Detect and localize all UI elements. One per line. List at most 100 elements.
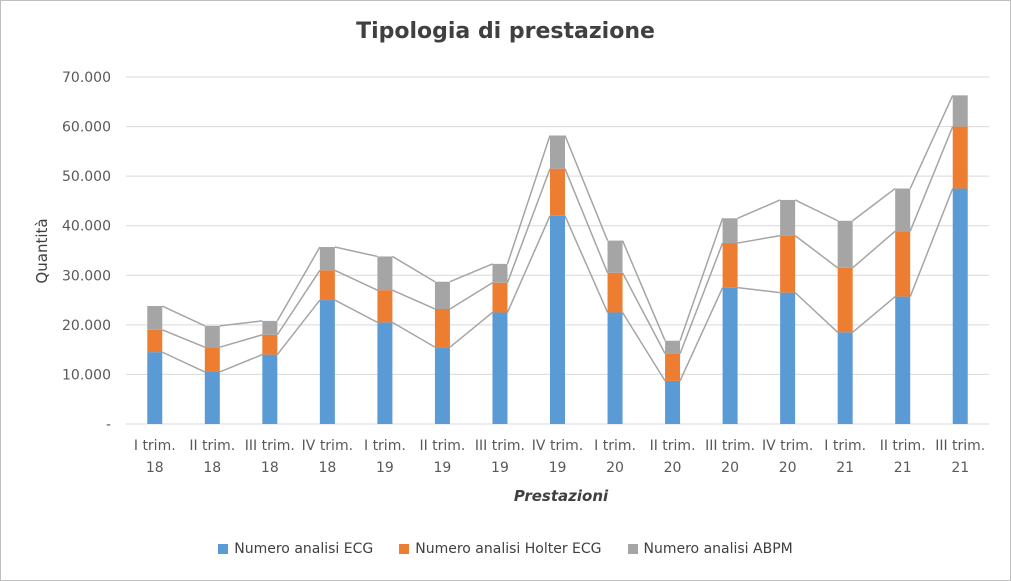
series-line-segment bbox=[737, 199, 781, 219]
series-line-segment bbox=[334, 299, 378, 324]
y-tick-label: 70.000 bbox=[62, 70, 111, 86]
x-tick-label: 20 bbox=[721, 460, 739, 476]
bar-segment bbox=[895, 188, 911, 232]
legend-item: Numero analisi Holter ECG bbox=[399, 541, 602, 557]
bar-segment bbox=[837, 332, 853, 424]
series-line-segment bbox=[737, 286, 781, 294]
bar-segment bbox=[722, 287, 738, 424]
legend-label: Numero analisi Holter ECG bbox=[415, 541, 602, 557]
y-tick-label: 30.000 bbox=[62, 268, 111, 284]
x-tick-label: II trim. bbox=[419, 438, 465, 454]
legend-swatch bbox=[218, 544, 229, 554]
bar-segment bbox=[550, 135, 565, 169]
x-tick-label: 18 bbox=[261, 460, 279, 476]
bar-segment bbox=[147, 306, 163, 330]
x-tick-label: 21 bbox=[836, 460, 854, 476]
series-line-segment bbox=[679, 242, 724, 354]
y-tick-labels: - 10.000 20.000 30.000 40.000 50.000 60.000 70.… bbox=[62, 70, 111, 433]
legend-item: Numero analisi ECG bbox=[218, 541, 373, 557]
x-tick-label: 19 bbox=[376, 460, 394, 476]
x-tick-label: 20 bbox=[606, 460, 624, 476]
x-tick-label: 21 bbox=[951, 460, 969, 476]
bar-segment bbox=[262, 354, 278, 424]
series-line-segment bbox=[449, 263, 493, 283]
bar-segment bbox=[262, 334, 278, 355]
series-line-segment bbox=[679, 287, 724, 382]
x-tick-labels: I trim. 18 II trim. 18 III trim. 18 IV trim. 18… bbox=[134, 438, 985, 476]
bar-segment bbox=[550, 215, 565, 424]
y-tick-label: 40.000 bbox=[62, 219, 111, 235]
bar-segment bbox=[780, 235, 796, 293]
bar-segment bbox=[837, 267, 853, 333]
y-axis-label: Quantità bbox=[33, 218, 51, 283]
x-tick-label: II trim. bbox=[880, 438, 926, 454]
series-line-segment bbox=[909, 95, 954, 189]
x-tick-label: 19 bbox=[549, 460, 567, 476]
x-tick-label: IV trim. bbox=[762, 438, 813, 454]
legend-label: Numero analisi ECG bbox=[234, 541, 374, 557]
legend-swatch bbox=[627, 544, 638, 554]
y-tick-label: 50.000 bbox=[62, 169, 111, 185]
bar-segment bbox=[780, 199, 796, 236]
bar-segment bbox=[895, 296, 911, 424]
series-line-segment bbox=[506, 215, 551, 313]
series-line-segment bbox=[276, 269, 321, 336]
y-tick-label: 20.000 bbox=[62, 318, 111, 334]
x-tick-label: II trim. bbox=[650, 438, 696, 454]
series-connector-lines bbox=[161, 95, 954, 382]
series-line-segment bbox=[506, 168, 551, 283]
series-line-segment bbox=[794, 235, 839, 269]
bar-segment bbox=[434, 281, 450, 309]
bar-segment bbox=[952, 188, 968, 424]
x-tick-label: III trim. bbox=[935, 438, 985, 454]
x-tick-label: I trim. bbox=[594, 438, 636, 454]
bar-segment bbox=[319, 270, 335, 301]
series-line-segment bbox=[449, 311, 493, 348]
bar-segment bbox=[722, 218, 738, 244]
bar-segment bbox=[204, 347, 220, 372]
legend-item: Numero analisi ABPM bbox=[627, 541, 793, 557]
series-line-segment bbox=[161, 351, 206, 373]
series-line-segment bbox=[219, 353, 263, 373]
bar-segment bbox=[319, 300, 335, 424]
bar-segment bbox=[952, 95, 968, 127]
series-line-segment bbox=[392, 255, 436, 283]
bar-segment bbox=[434, 347, 450, 424]
bar-segment bbox=[492, 312, 508, 424]
y-tick-label: 60.000 bbox=[62, 120, 111, 136]
chart-title: Tipologia di prestazione bbox=[356, 19, 655, 44]
x-tick-label: 19 bbox=[434, 460, 452, 476]
bar-segment bbox=[607, 240, 623, 273]
bar-segment bbox=[607, 312, 623, 424]
x-tick-label: II trim. bbox=[189, 438, 235, 454]
series-line-segment bbox=[794, 292, 839, 333]
series-line-segment bbox=[564, 135, 609, 241]
series-line-segment bbox=[276, 299, 321, 356]
x-tick-label: III trim. bbox=[245, 438, 295, 454]
bar-segment bbox=[550, 168, 565, 216]
series-line-segment bbox=[334, 269, 378, 291]
series-line-segment bbox=[564, 168, 609, 274]
bar-segment bbox=[492, 282, 508, 313]
bar-segment bbox=[319, 247, 335, 271]
series-line-segment bbox=[621, 272, 666, 354]
series-line-segment bbox=[564, 215, 609, 313]
x-tick-label: IV trim. bbox=[532, 438, 583, 454]
x-axis-label: Prestazioni bbox=[514, 487, 609, 505]
bar-segment bbox=[204, 325, 220, 348]
bar-segment bbox=[434, 308, 450, 348]
x-tick-label: III trim. bbox=[475, 438, 525, 454]
bar-segment bbox=[665, 380, 681, 424]
series-line-segment bbox=[621, 312, 666, 382]
bar-segment bbox=[837, 220, 853, 268]
bar-segment bbox=[147, 329, 163, 353]
series-line-segment bbox=[449, 282, 493, 310]
bar-segment bbox=[377, 322, 393, 424]
series-line-segment bbox=[392, 321, 436, 348]
y-tick-label: - bbox=[106, 417, 111, 433]
x-tick-label: I trim. bbox=[134, 438, 176, 454]
series-line-segment bbox=[909, 126, 954, 232]
bar-segment bbox=[377, 290, 393, 323]
